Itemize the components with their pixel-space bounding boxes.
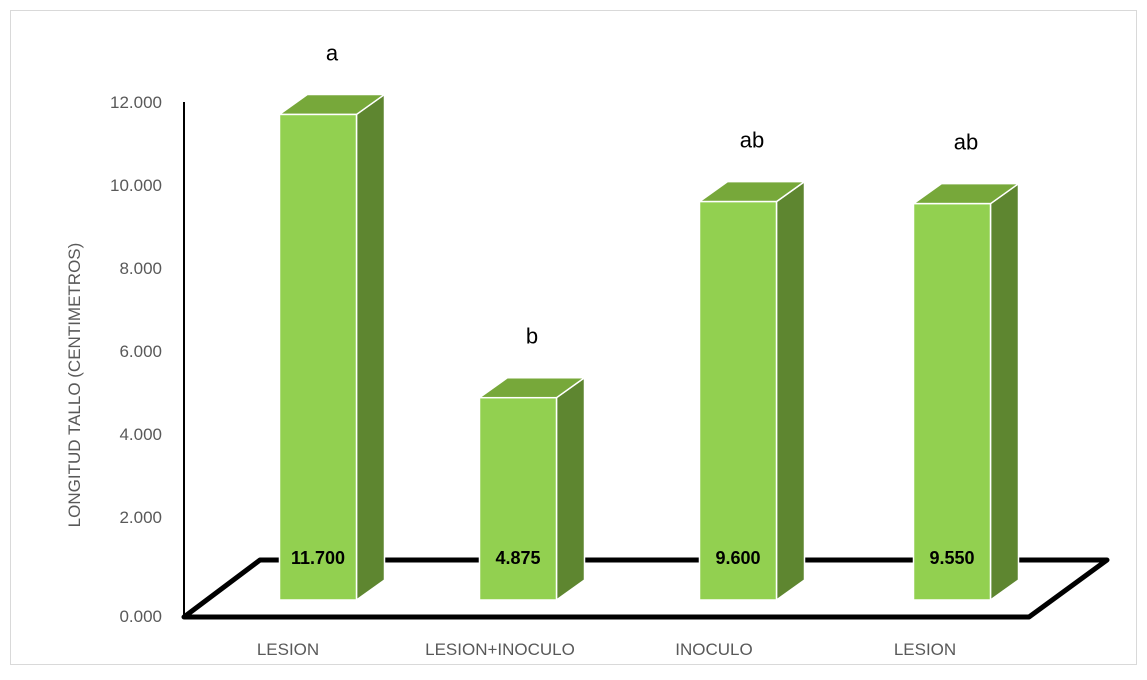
significance-letter: ab	[954, 130, 978, 155]
x-tick-label: LESION+INOCULO	[425, 640, 575, 659]
x-tick-label: INOCULO	[675, 640, 752, 659]
bar	[478, 396, 558, 601]
significance-letter: b	[526, 324, 538, 349]
data-label: 4.875	[495, 548, 540, 568]
x-tick-label: LESION	[894, 640, 956, 659]
bar-side	[555, 376, 586, 601]
bar-side	[775, 180, 806, 601]
bar	[278, 113, 358, 601]
x-tick-label: LESION	[257, 640, 319, 659]
bar	[698, 200, 778, 601]
data-label: 9.550	[929, 548, 974, 568]
y-axis-title: LONGITUD TALLO (CENTIMETROS)	[65, 243, 84, 528]
data-label: 11.700	[291, 548, 345, 568]
bar-side	[355, 93, 386, 601]
y-tick-label: 12.000	[110, 93, 162, 112]
bar	[912, 202, 992, 601]
y-tick-label: 8.000	[119, 259, 162, 278]
y-tick-label: 0.000	[119, 607, 162, 626]
y-tick-label: 6.000	[119, 342, 162, 361]
y-tick-label: 2.000	[119, 508, 162, 527]
data-label: 9.600	[715, 548, 760, 568]
significance-letter: a	[326, 40, 339, 65]
y-tick-label: 10.000	[110, 176, 162, 195]
chart-floor	[181, 557, 1110, 620]
y-tick-label: 4.000	[119, 425, 162, 444]
significance-letter: ab	[740, 128, 764, 153]
bar-side	[989, 182, 1020, 601]
